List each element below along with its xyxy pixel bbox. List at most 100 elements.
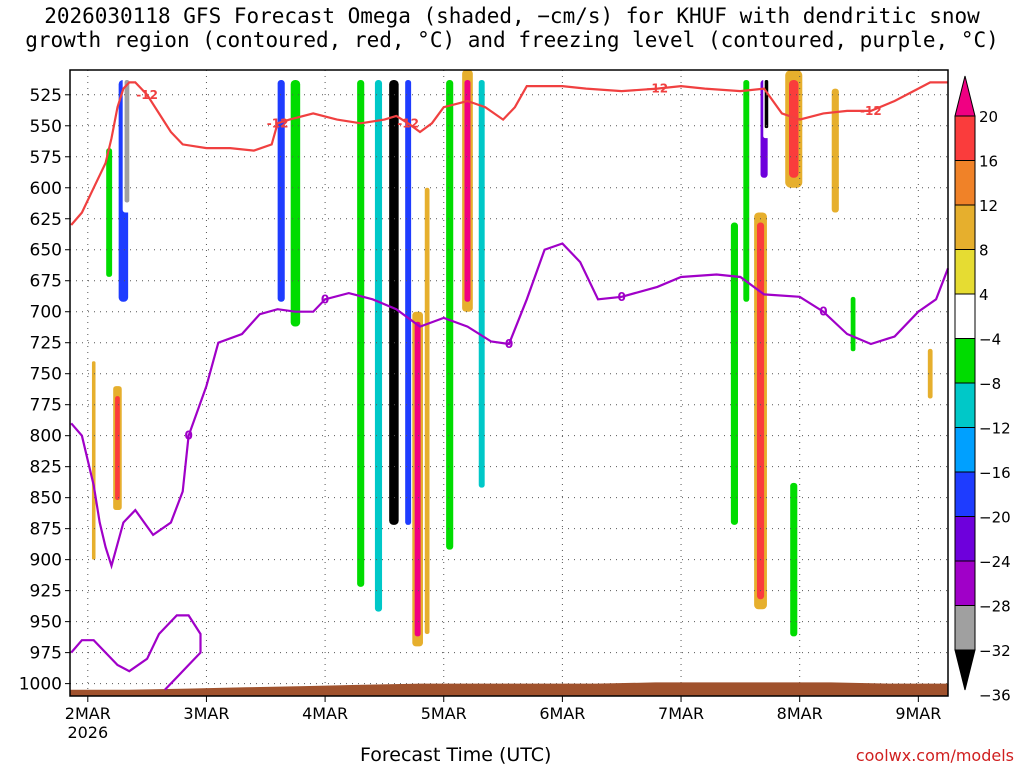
y-tick-label: 600	[30, 179, 62, 199]
colorbar-segment	[954, 338, 976, 384]
colorbar-segment	[954, 160, 976, 206]
x-tick-label: 5MAR	[421, 704, 467, 723]
y-axis: 525 550 575 600 625 650 675 700 725 750 775 800 825 8…	[19, 86, 70, 695]
omega-band	[743, 80, 750, 302]
freezing-level-contour-line-label: 0	[505, 337, 513, 351]
x-tick-label: 7MAR	[658, 704, 704, 723]
y-tick-label: 975	[30, 644, 62, 664]
colorbar-segment	[954, 249, 976, 295]
colorbar-segment	[954, 560, 976, 606]
omega-band	[331, 70, 343, 610]
y-tick-label: 900	[30, 551, 62, 571]
y-tick-label: 700	[30, 303, 62, 323]
colorbar-label: −24	[979, 553, 1011, 571]
grid-lines	[70, 70, 948, 696]
omega-band	[124, 80, 130, 203]
omega-band	[625, 212, 631, 597]
y-tick-label: 1000	[19, 675, 62, 695]
omega-band	[446, 80, 454, 550]
y-tick-label: 875	[30, 520, 62, 540]
omega-band	[106, 148, 113, 277]
x-axis-title: Forecast Time (UTC)	[360, 744, 552, 766]
colorbar-label: −4	[979, 331, 1001, 349]
omega-band	[647, 212, 655, 560]
colorbar-label: −28	[979, 598, 1011, 616]
x-tick-label: 4MAR	[302, 704, 348, 723]
colorbar-label: −16	[979, 464, 1011, 482]
x-axis: 2MAR 3MAR 4MAR 5MAR 6MAR 7MAR 8MAR 9MAR 2026	[65, 696, 941, 742]
colorbar-label: 20	[979, 108, 998, 126]
colorbar-label: −32	[979, 642, 1011, 660]
x-tick-label: 9MAR	[895, 704, 941, 723]
omega-band	[309, 70, 317, 387]
omega-band	[389, 80, 399, 525]
dgz-contour-line-label: -12	[860, 104, 882, 118]
colorbar-segment	[954, 471, 976, 517]
x-tick-label: 8MAR	[777, 704, 823, 723]
omega-band	[927, 348, 933, 399]
x-year-label: 2026	[67, 723, 108, 742]
y-tick-label: 650	[30, 241, 62, 261]
y-tick-label: 675	[30, 272, 62, 292]
dgz-contour-line-label: -12	[397, 116, 419, 130]
omega-band	[464, 80, 471, 302]
omega-band	[831, 88, 839, 213]
x-tick-label: 2MAR	[65, 704, 111, 723]
freezing-level-contour-line	[70, 242, 950, 570]
colorbar-segment	[954, 516, 976, 562]
omega-band	[405, 80, 412, 525]
y-tick-label: 750	[30, 365, 62, 385]
y-tick-label: 625	[30, 210, 62, 230]
x-tick-label: 6MAR	[539, 704, 585, 723]
colorbar-segment	[954, 605, 976, 651]
colorbar-segment	[954, 293, 976, 339]
colorbar-segment	[954, 115, 976, 161]
omega-band	[806, 212, 817, 411]
colorbar-cap-bottom	[954, 649, 976, 691]
freezing-level-contour-line-label: 0	[321, 292, 329, 306]
y-tick-label: 925	[30, 582, 62, 602]
colorbar-segment	[954, 204, 976, 250]
omega-band	[670, 224, 680, 597]
contours: -12 -12 -12 -12 -12 0 0 0 0 0	[70, 81, 950, 691]
dgz-contour-line	[70, 81, 948, 226]
omega-band	[91, 361, 96, 560]
colorbar-segment	[954, 382, 976, 428]
y-tick-label: 775	[30, 396, 62, 416]
freezing-level-contour-line-label: 0	[184, 429, 192, 443]
omega-band	[730, 222, 738, 525]
omega-band	[850, 296, 856, 352]
omega-band	[357, 80, 365, 587]
credit-link[interactable]: coolwx.com/models	[855, 746, 1014, 765]
omega-band	[277, 80, 285, 302]
chart-title-line-1: 2026030118 GFS Forecast Omega (shaded, −…	[44, 4, 980, 28]
freezing-level-contour-line-lower	[70, 614, 202, 691]
y-tick-label: 950	[30, 613, 62, 633]
colorbar-label: −8	[979, 375, 1001, 393]
dgz-contour-line-label: -12	[267, 116, 289, 130]
y-tick-label: 550	[30, 117, 62, 137]
ground-area	[70, 682, 948, 696]
colorbar-label: 12	[979, 197, 998, 215]
freezing-level-contour-line-label: 0	[618, 290, 626, 304]
colorbar-label: 16	[979, 153, 998, 171]
colorbar-cap-top	[954, 75, 976, 117]
omega-band	[790, 482, 798, 637]
y-tick-label: 850	[30, 489, 62, 509]
dgz-contour-line-label: -12	[646, 82, 668, 96]
omega-band	[789, 80, 799, 178]
omega-band	[414, 321, 421, 637]
plot-frame	[69, 69, 949, 697]
freezing-level-contour-line-label: 0	[819, 305, 827, 319]
y-tick-label: 575	[30, 148, 62, 168]
omega-band	[290, 80, 301, 327]
colorbar-label: −12	[979, 420, 1011, 438]
chart-title-line-2: growth region (contoured, red, °C) and f…	[25, 28, 999, 52]
colorbar: 20 16 12 8 4 −4 −8 −12 −16 −20 −24 −28 −32 −36	[954, 75, 1011, 705]
omega-band	[756, 222, 765, 600]
colorbar-label: −36	[979, 687, 1011, 705]
ground-surface	[70, 682, 948, 696]
omega-band	[424, 187, 430, 635]
x-tick-label: 3MAR	[183, 704, 229, 723]
